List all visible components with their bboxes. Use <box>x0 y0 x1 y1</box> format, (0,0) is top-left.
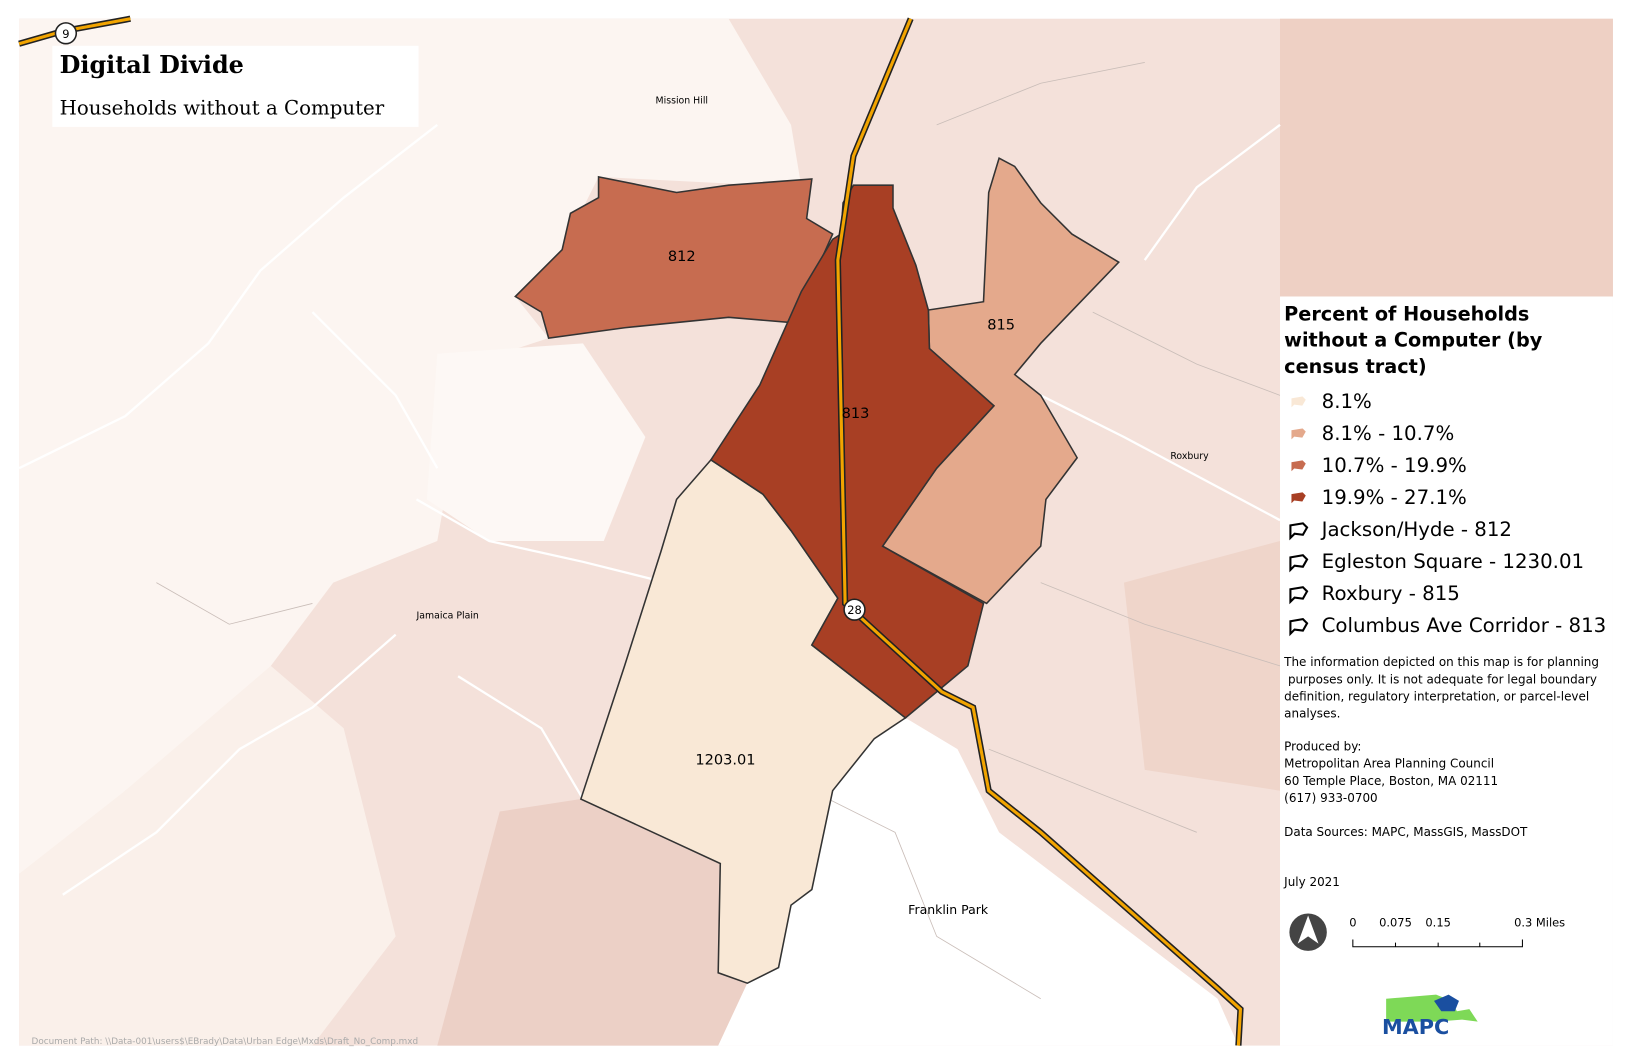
legend-swatch <box>1289 458 1309 477</box>
place-label: Franklin Park <box>908 902 989 917</box>
legend-swatch <box>1289 618 1309 637</box>
streets <box>18 62 1281 1000</box>
legend-label: 8.1% <box>1322 390 1372 413</box>
legend-panel <box>1280 296 1613 1046</box>
producer: Produced by: <box>1284 740 1361 754</box>
legend-swatch <box>1289 426 1309 445</box>
census-tracts <box>514 157 1120 985</box>
legend-label: 10.7% - 19.9% <box>1322 454 1467 477</box>
map-subtitle: Households without a Computer <box>60 97 385 120</box>
scale-label: 0 <box>1349 915 1356 929</box>
legend-title: census tract) <box>1284 355 1426 378</box>
tract-label: 815 <box>987 317 1015 334</box>
route-number: 9 <box>62 27 69 41</box>
scale-label: 0.15 <box>1425 915 1450 929</box>
producer: 60 Temple Place, Boston, MA 02111 <box>1284 774 1498 788</box>
route-shield <box>843 598 866 621</box>
legend-label: Columbus Ave Corridor - 813 <box>1322 614 1607 637</box>
legend-label: Jackson/Hyde - 812 <box>1320 518 1512 541</box>
legend-swatch <box>1289 394 1309 413</box>
scale-bar: 0 0.075 0.15 0.3 Miles <box>1349 915 1565 948</box>
legend-title: without a Computer (by <box>1284 329 1543 352</box>
tract-label: 1203.01 <box>695 752 755 769</box>
producer: (617) 933-0700 <box>1284 791 1377 805</box>
map-labels: Mission Hill Jamaica Plain Roxbury Franklin… <box>54 22 1209 917</box>
highways <box>18 15 1244 1046</box>
scale-label: 0.075 <box>1379 915 1412 929</box>
map-date: July 2021 <box>1283 875 1340 889</box>
disclaimer: analyses. <box>1284 707 1340 721</box>
scale-label: 0.3 Miles <box>1514 915 1565 929</box>
tract-label: 813 <box>842 405 870 422</box>
legend-label: Egleston Square - 1230.01 <box>1322 550 1584 573</box>
tract-813 <box>709 184 996 719</box>
disclaimer: definition, regulatory interpretation, o… <box>1284 690 1589 704</box>
route-shield <box>54 22 78 45</box>
data-sources: Data Sources: MAPC, MassGIS, MassDOT <box>1284 825 1528 839</box>
place-label: Roxbury <box>1170 451 1209 462</box>
legend-swatch <box>1289 554 1309 573</box>
logo-text: MAPC <box>1382 1015 1449 1039</box>
route-number: 28 <box>847 603 862 617</box>
logo: MAPC <box>1382 994 1478 1039</box>
legend-label: 8.1% - 10.7% <box>1322 422 1455 445</box>
legend-title: Percent of Households <box>1284 303 1529 326</box>
document-path: Document Path: \\Data-001\users$\EBrady\… <box>32 1037 419 1047</box>
north-arrow <box>1289 913 1327 951</box>
title-box: Digital Divide Households without a Comp… <box>52 45 419 127</box>
map-title: Digital Divide <box>60 51 244 79</box>
producer: Metropolitan Area Planning Council <box>1284 757 1494 771</box>
disclaimer: The information depicted on this map is … <box>1283 655 1599 669</box>
legend-swatch <box>1289 490 1309 509</box>
place-label: Jamaica Plain <box>416 610 479 621</box>
tract-label: 812 <box>668 248 696 265</box>
legend-swatch <box>1289 522 1309 541</box>
legend: Percent of Households without a Computer … <box>1283 303 1606 889</box>
tract-812 <box>514 175 834 339</box>
place-label: Mission Hill <box>656 95 709 106</box>
legend-label: 19.9% - 27.1% <box>1322 486 1467 509</box>
legend-swatch <box>1289 586 1309 605</box>
disclaimer: purposes only. It is not adequate for le… <box>1284 672 1597 686</box>
legend-label: Roxbury - 815 <box>1322 582 1460 605</box>
